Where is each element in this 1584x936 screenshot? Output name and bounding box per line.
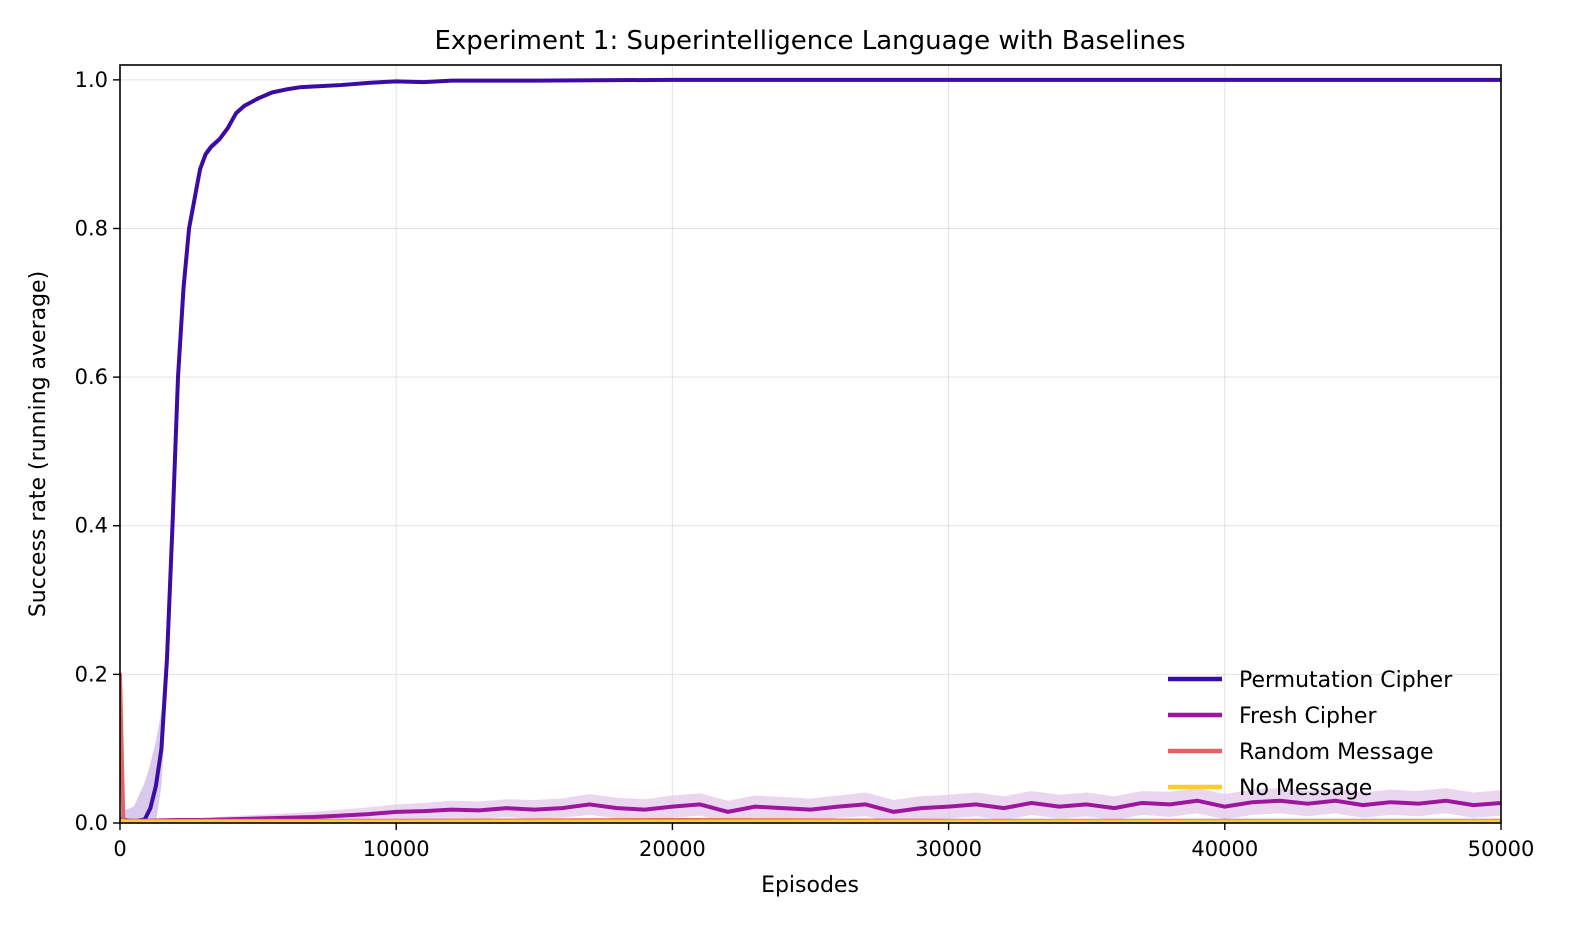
y-tick-label: 0.2 xyxy=(75,662,108,686)
series-lines xyxy=(120,77,1501,823)
y-tick-label: 1.0 xyxy=(75,68,108,92)
x-tick-label: 0 xyxy=(113,837,126,861)
y-axis: 0.0 0.2 0.4 0.6 0.8 1.0 xyxy=(75,68,120,835)
legend-label-3: No Message xyxy=(1239,776,1372,801)
x-tick-label: 40000 xyxy=(1191,837,1258,861)
y-tick-label: 0.6 xyxy=(75,365,108,389)
y-tick-label: 0.8 xyxy=(75,216,108,240)
legend-label-0: Permutation Cipher xyxy=(1239,668,1453,693)
x-tick-label: 20000 xyxy=(639,837,706,861)
y-axis-label: Success rate (running average) xyxy=(26,271,51,617)
series-line-1 xyxy=(120,798,1501,823)
x-tick-label: 50000 xyxy=(1468,837,1535,861)
legend-label-1: Fresh Cipher xyxy=(1239,704,1377,729)
legend-label-2: Random Message xyxy=(1239,740,1434,765)
series-line-0 xyxy=(120,77,1501,823)
x-tick-label: 10000 xyxy=(363,837,430,861)
x-axis-label: Episodes xyxy=(761,873,859,898)
series-band-1 xyxy=(120,788,1501,823)
x-axis: 0 10000 20000 30000 40000 50000 xyxy=(113,823,1534,861)
y-tick-label: 0.0 xyxy=(75,811,108,835)
x-tick-label: 30000 xyxy=(915,837,982,861)
y-tick-label: 0.4 xyxy=(75,514,108,538)
chart-title: Experiment 1: Superintelligence Language… xyxy=(434,26,1185,56)
plot-area xyxy=(120,77,1501,823)
plot-frame xyxy=(119,64,1502,824)
series-line-3 xyxy=(120,818,1501,823)
legend: Permutation Cipher Fresh Cipher Random Mes… xyxy=(1168,668,1453,801)
